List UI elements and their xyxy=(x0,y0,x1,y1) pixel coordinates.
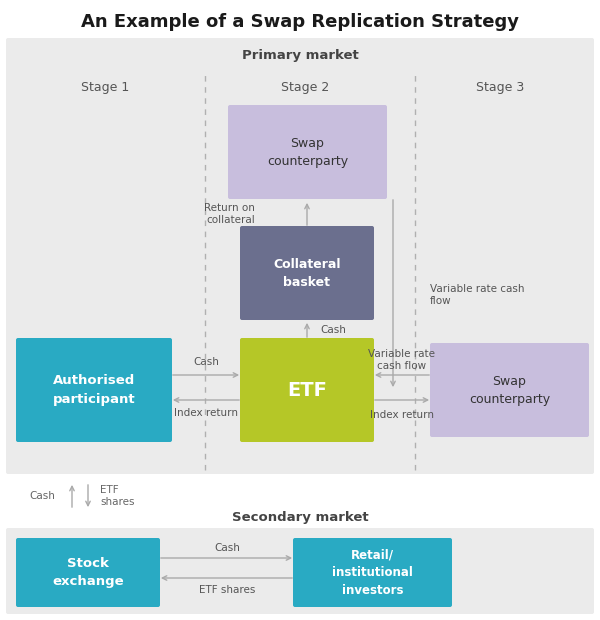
FancyBboxPatch shape xyxy=(6,38,594,474)
Text: Stage 3: Stage 3 xyxy=(476,81,524,94)
Text: Cash: Cash xyxy=(29,491,55,501)
FancyBboxPatch shape xyxy=(16,338,172,442)
Text: Stage 2: Stage 2 xyxy=(281,81,329,94)
Text: Index return: Index return xyxy=(370,410,434,420)
Text: ETF: ETF xyxy=(287,381,327,399)
FancyBboxPatch shape xyxy=(240,338,374,442)
Text: Return on
collateral: Return on collateral xyxy=(204,203,255,225)
Text: Primary market: Primary market xyxy=(242,48,358,61)
Text: Index return: Index return xyxy=(174,408,238,418)
Text: Retail/
institutional
investors: Retail/ institutional investors xyxy=(332,548,413,597)
Text: An Example of a Swap Replication Strategy: An Example of a Swap Replication Strateg… xyxy=(81,13,519,31)
Text: Stock
exchange: Stock exchange xyxy=(52,557,124,588)
FancyBboxPatch shape xyxy=(16,538,160,607)
Text: ETF
shares: ETF shares xyxy=(100,485,134,507)
FancyBboxPatch shape xyxy=(430,343,589,437)
FancyBboxPatch shape xyxy=(6,528,594,614)
Text: ETF shares: ETF shares xyxy=(199,585,255,595)
Text: Swap
counterparty: Swap counterparty xyxy=(267,136,348,167)
Text: Cash: Cash xyxy=(214,543,240,553)
Text: Collateral
basket: Collateral basket xyxy=(273,257,341,288)
Text: Stage 1: Stage 1 xyxy=(81,81,129,94)
FancyBboxPatch shape xyxy=(240,226,374,320)
Text: Secondary market: Secondary market xyxy=(232,512,368,525)
Text: Swap
counterparty: Swap counterparty xyxy=(469,374,550,405)
Text: Variable rate cash
flow: Variable rate cash flow xyxy=(430,284,524,306)
Text: Cash: Cash xyxy=(193,357,219,367)
Text: Variable rate
cash flow: Variable rate cash flow xyxy=(368,349,436,371)
FancyBboxPatch shape xyxy=(293,538,452,607)
Text: Authorised
participant: Authorised participant xyxy=(53,374,136,405)
Text: Cash: Cash xyxy=(320,325,346,335)
FancyBboxPatch shape xyxy=(228,105,387,199)
